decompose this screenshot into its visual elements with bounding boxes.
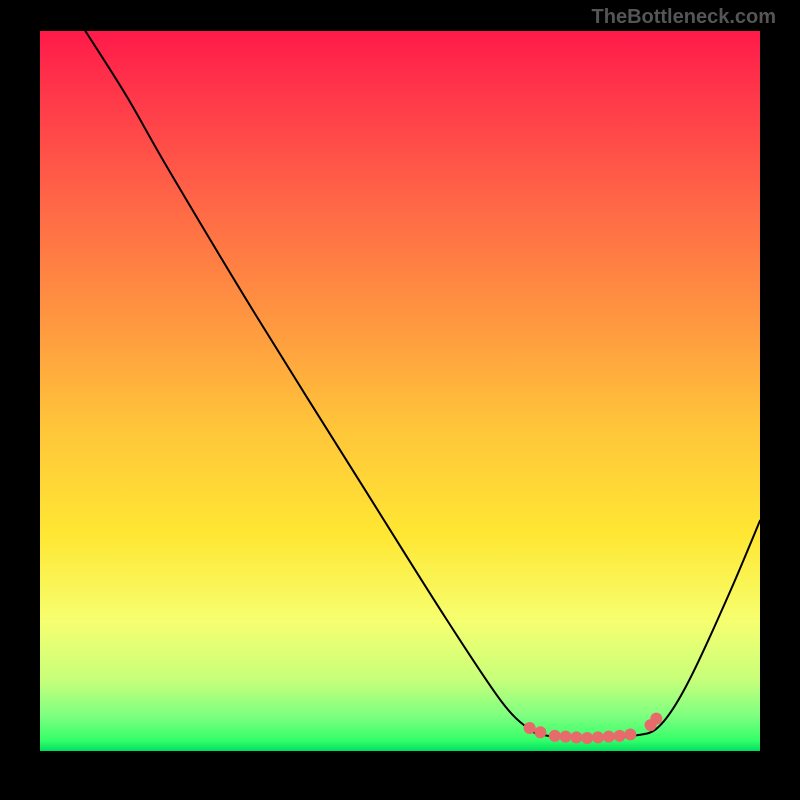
gradient-panel <box>40 31 760 751</box>
trough-marker <box>581 732 593 744</box>
watermark-text: TheBottleneck.com <box>592 6 776 29</box>
trough-marker <box>614 730 626 742</box>
trough-marker <box>603 731 615 743</box>
chart-svg <box>0 0 800 800</box>
trough-marker <box>534 726 546 738</box>
trough-marker <box>624 728 636 740</box>
trough-marker <box>592 731 604 743</box>
trough-marker <box>650 713 662 725</box>
trough-marker <box>560 731 572 743</box>
trough-marker <box>524 722 536 734</box>
trough-marker <box>549 730 561 742</box>
trough-marker <box>570 731 582 743</box>
chart-root: TheBottleneck.com <box>0 0 800 800</box>
